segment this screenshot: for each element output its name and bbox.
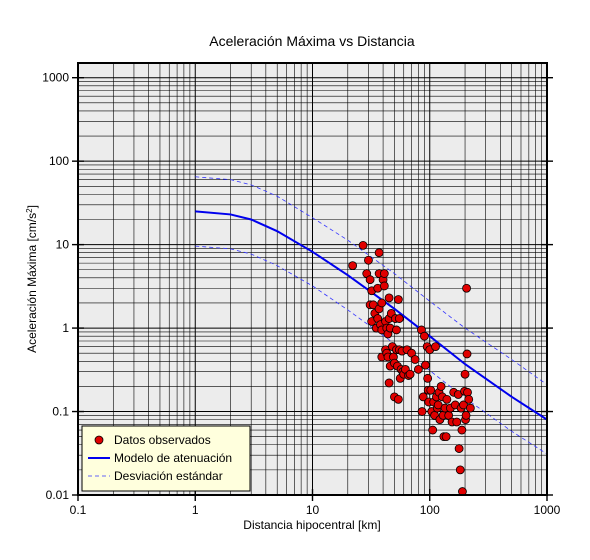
observed-point	[417, 407, 427, 416]
observed-point	[436, 382, 446, 391]
observed-point	[384, 378, 394, 388]
observed-point	[364, 255, 373, 265]
observed-point	[348, 261, 358, 271]
observed-point	[379, 281, 389, 291]
legend-label-points: Datos observados	[114, 433, 211, 447]
y-tick-label: 100	[49, 154, 69, 168]
y-axis: 0.01 0.1 1 10 100 1000	[42, 71, 553, 502]
observed-point	[384, 293, 394, 303]
x-tick-label: 100	[420, 503, 440, 517]
y-tick-label: 10	[56, 238, 70, 252]
std-dev-line	[195, 176, 548, 385]
observed-point	[419, 331, 429, 341]
observed-point	[413, 364, 423, 374]
x-axis-label: Distancia hipocentral [km]	[243, 518, 380, 532]
observed-point	[393, 394, 403, 404]
observed-point	[374, 248, 384, 258]
observed-point	[460, 369, 470, 379]
observed-point	[365, 275, 375, 285]
observed-point	[462, 283, 471, 293]
std-dev-line	[195, 245, 548, 455]
observed-point	[464, 394, 474, 404]
data-points	[348, 240, 475, 496]
observed-point	[392, 325, 401, 335]
observed-point	[418, 392, 428, 402]
observed-point	[426, 385, 436, 395]
observed-point	[455, 465, 465, 475]
observed-point	[452, 417, 462, 427]
observed-point	[421, 360, 430, 370]
chart-title: Aceleración Máxima vs Distancia	[209, 33, 415, 49]
observed-point	[461, 410, 471, 420]
observed-point	[377, 298, 387, 308]
observed-point	[394, 314, 404, 323]
legend-label-dashed: Desviación estándar	[114, 469, 223, 483]
observed-point	[431, 342, 440, 351]
observed-point	[423, 373, 433, 383]
y-tick-label: 0.01	[46, 488, 70, 502]
legend-label-line: Modelo de atenuación	[114, 451, 232, 465]
x-tick-label: 1000	[534, 503, 561, 517]
observed-point	[441, 432, 451, 442]
observed-point	[405, 369, 415, 379]
model-line	[195, 210, 548, 421]
observed-point	[462, 349, 472, 359]
legend-marker-points	[94, 435, 104, 445]
observed-point	[358, 240, 368, 250]
observed-point	[410, 355, 420, 364]
observed-point	[393, 295, 403, 304]
x-tick-label: 1	[192, 503, 199, 517]
x-tick-label: 10	[306, 503, 320, 517]
observed-point	[454, 444, 464, 453]
y-axis-label: Aceleración Máxima [cm/s2]	[25, 205, 40, 353]
legend: Datos observados Modelo de atenuación De…	[81, 425, 251, 492]
x-axis: 0.1 1 10 100 1000	[70, 489, 561, 517]
curves	[195, 176, 548, 455]
y-tick-label: 1000	[42, 71, 69, 85]
observed-point	[465, 403, 475, 413]
observed-point	[428, 425, 438, 435]
observed-point	[457, 425, 467, 435]
x-tick-label: 0.1	[70, 503, 87, 517]
observed-point	[379, 269, 389, 278]
y-tick-label: 1	[62, 321, 69, 335]
y-tick-label: 0.1	[52, 405, 69, 419]
observed-point	[442, 394, 452, 404]
